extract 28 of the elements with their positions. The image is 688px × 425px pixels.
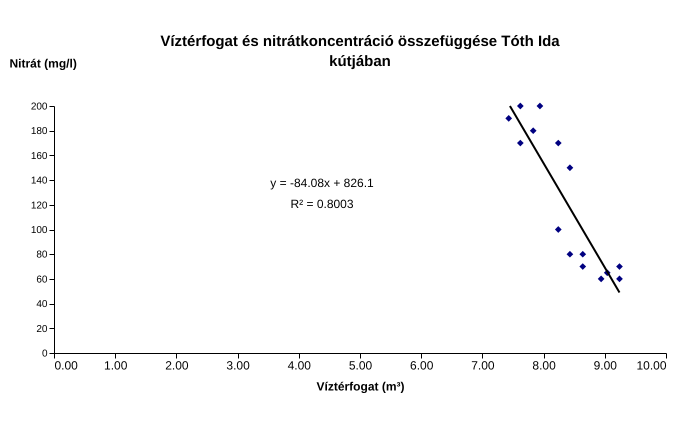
x-tick-label: 1.00 xyxy=(104,358,128,372)
x-tick-label: 4.00 xyxy=(288,358,312,372)
y-axis-title: Nitrát (mg/l) xyxy=(10,56,77,70)
y-tick-label: 160 xyxy=(30,150,48,162)
y-tick-label: 0 xyxy=(42,348,48,360)
x-tick-label: 6.00 xyxy=(410,358,434,372)
annotation: R² = 0.8003 xyxy=(290,197,354,211)
x-tick-label: 2.00 xyxy=(165,358,189,372)
y-tick-label: 180 xyxy=(30,126,48,138)
text: kútjában xyxy=(329,53,391,70)
x-tick-label: 3.00 xyxy=(226,358,250,372)
y-tick-label: 100 xyxy=(30,225,48,236)
x-tick-label: 10.00 xyxy=(636,358,667,372)
y-tick-label: 80 xyxy=(36,250,48,261)
annotation: y = -84.08x + 826.1 xyxy=(270,176,374,190)
x-tick-label: 9.00 xyxy=(594,358,618,372)
x-tick-label: 0.00 xyxy=(54,358,78,372)
y-tick-label: 140 xyxy=(30,176,48,187)
y-tick-label: 60 xyxy=(36,274,48,286)
y-tick-label: 120 xyxy=(30,200,48,212)
x-tick-label: 5.00 xyxy=(348,358,372,372)
x-tick-label: 7.00 xyxy=(471,358,495,372)
y-tick-label: 40 xyxy=(36,299,48,310)
text: Víztérfogat és nitrátkoncentráció összefüggése Tóth Ida xyxy=(160,33,560,50)
x-tick-label: 8.00 xyxy=(532,358,556,372)
y-tick-label: 20 xyxy=(36,324,48,335)
x-axis-title: Víztérfogat (m³) xyxy=(316,380,404,394)
y-tick-label: 200 xyxy=(30,102,48,112)
